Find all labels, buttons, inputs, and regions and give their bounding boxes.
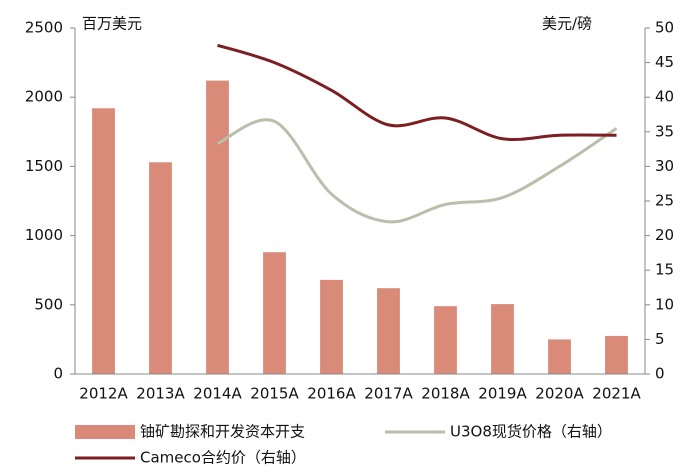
y2-tick-label: 10 (655, 295, 674, 313)
y-tick-label: 1000 (25, 226, 63, 244)
y2-axis-label: 美元/磅 (542, 15, 592, 33)
x-tick-label: 2021A (592, 385, 641, 403)
bar (92, 108, 115, 374)
y2-tick-label: 40 (655, 88, 674, 106)
y2-tick-label: 50 (655, 19, 674, 37)
bar (320, 279, 343, 374)
y-tick-label: 1500 (25, 157, 63, 175)
y2-tick-label: 45 (655, 53, 674, 71)
bar (377, 288, 400, 374)
y2-tick-label: 0 (655, 365, 665, 383)
legend-label: Cameco合约价（右轴） (140, 449, 306, 467)
y2-tick-label: 35 (655, 122, 674, 140)
y2-tick-label: 30 (655, 157, 674, 175)
legend-label: 铀矿勘探和开发资本开支 (140, 423, 305, 441)
y2-tick-label: 25 (655, 192, 674, 210)
bar (491, 304, 514, 374)
legend-label: U3O8现货价格（右轴） (450, 423, 612, 441)
bar (605, 335, 628, 374)
bar (263, 252, 286, 374)
y-axis-label: 百万美元 (82, 15, 142, 33)
x-tick-label: 2020A (535, 385, 584, 403)
bar (434, 306, 457, 374)
y-tick-label: 2500 (25, 19, 63, 37)
x-tick-label: 2017A (364, 385, 413, 403)
y-tick-label: 2000 (25, 88, 63, 106)
y-tick-label: 500 (34, 295, 63, 313)
bar (548, 339, 571, 374)
y-tick-label: 0 (53, 365, 63, 383)
x-tick-label: 2013A (136, 385, 185, 403)
x-tick-label: 2016A (307, 385, 356, 403)
line (216, 118, 618, 224)
legend-swatch (75, 425, 135, 439)
x-tick-label: 2019A (478, 385, 527, 403)
y2-tick-label: 15 (655, 261, 674, 279)
x-tick-label: 2014A (193, 385, 242, 403)
y2-tick-label: 5 (655, 330, 665, 348)
x-tick-label: 2018A (421, 385, 470, 403)
y2-tick-label: 20 (655, 226, 674, 244)
bar (206, 80, 229, 374)
line (217, 43, 617, 141)
x-tick-label: 2012A (79, 385, 128, 403)
x-tick-label: 2015A (250, 385, 299, 403)
bar (149, 162, 172, 374)
